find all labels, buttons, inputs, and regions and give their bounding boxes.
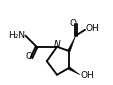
Polygon shape	[67, 36, 75, 52]
Polygon shape	[68, 67, 79, 75]
Text: OH: OH	[80, 71, 94, 80]
Text: O: O	[69, 19, 76, 28]
Text: H₂N: H₂N	[8, 31, 25, 40]
Text: N: N	[53, 40, 60, 49]
Text: O: O	[25, 52, 32, 61]
Text: OH: OH	[85, 24, 99, 33]
